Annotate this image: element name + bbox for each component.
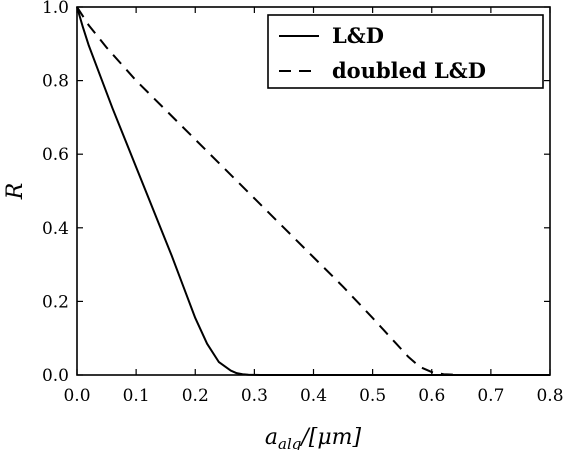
- x-axis-label-sub: alg: [278, 435, 301, 450]
- x-tick-label-1: 0.1: [123, 386, 150, 406]
- x-axis-label: aalg/[μm]: [265, 425, 362, 450]
- tick-labels: 0.0 0.1 0.2 0.3 0.4 0.5 0.6 0.7 0.8 0.0 0.2 0.4 0.6 0…: [42, 0, 564, 406]
- legend-label-1: doubled L&D: [332, 58, 486, 83]
- legend: L&D doubled L&D: [267, 14, 544, 89]
- series-line-0: [76, 6, 550, 376]
- x-tick-label-8: 0.8: [536, 386, 563, 406]
- y-tick-label-0: 0.0: [42, 366, 69, 386]
- x-tick-label-5: 0.5: [359, 386, 386, 406]
- x-tick-label-3: 0.3: [241, 386, 268, 406]
- y-tick-label-1: 0.2: [42, 292, 69, 312]
- x-tick-label-7: 0.7: [477, 386, 504, 406]
- x-tick-label-6: 0.6: [418, 386, 445, 406]
- series-layer: [76, 6, 550, 376]
- y-tick-label-2: 0.4: [42, 219, 69, 239]
- y-tick-label-3: 0.6: [42, 145, 69, 165]
- y-axis-label: R: [3, 183, 28, 201]
- series-line-1: [76, 6, 550, 376]
- legend-label-0: L&D: [332, 23, 384, 48]
- y-tick-label-4: 0.8: [42, 72, 69, 92]
- x-tick-label-2: 0.2: [182, 386, 209, 406]
- x-axis-label-base: a: [265, 425, 278, 450]
- x-axis-label-suffix: /[μm]: [299, 425, 361, 450]
- x-tick-label-4: 0.4: [300, 386, 327, 406]
- y-tick-label-5: 1.0: [42, 0, 69, 18]
- legend-box: [267, 14, 544, 89]
- x-tick-label-0: 0.0: [63, 386, 90, 406]
